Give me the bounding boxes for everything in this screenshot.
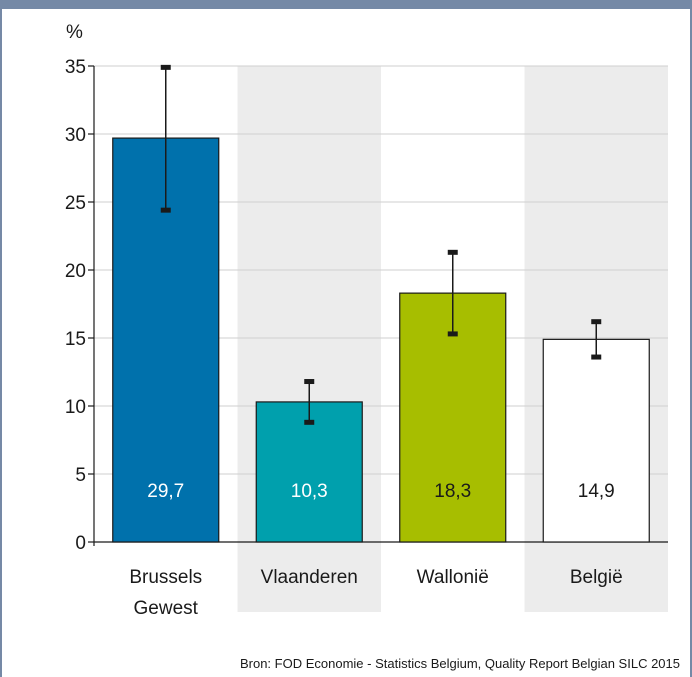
y-tick-label: 15 [65,329,86,350]
y-tick-label: 30 [65,125,86,146]
category-label: Brussels [129,567,202,588]
y-tick-label: 25 [65,193,86,214]
y-tick-label: 20 [65,261,86,282]
y-tick-label: 10 [65,397,86,418]
bar-value-label: 10,3 [291,481,328,502]
category-label: België [570,567,623,588]
bar [542,338,650,543]
y-axis-label: % [66,22,83,43]
y-tick-label: 0 [75,533,86,554]
y-tick-label: 5 [75,465,86,486]
category-label: Vlaanderen [261,567,358,588]
category-label: Gewest [134,598,199,619]
source-note: Bron: FOD Economie - Statistics Belgium,… [239,656,680,671]
category-label: Wallonië [417,567,489,588]
bar-value-label: 18,3 [434,481,471,502]
bar [255,401,363,543]
bar-value-label: 29,7 [147,481,184,502]
bar-value-label: 14,9 [578,481,615,502]
y-tick-label: 35 [65,57,86,78]
